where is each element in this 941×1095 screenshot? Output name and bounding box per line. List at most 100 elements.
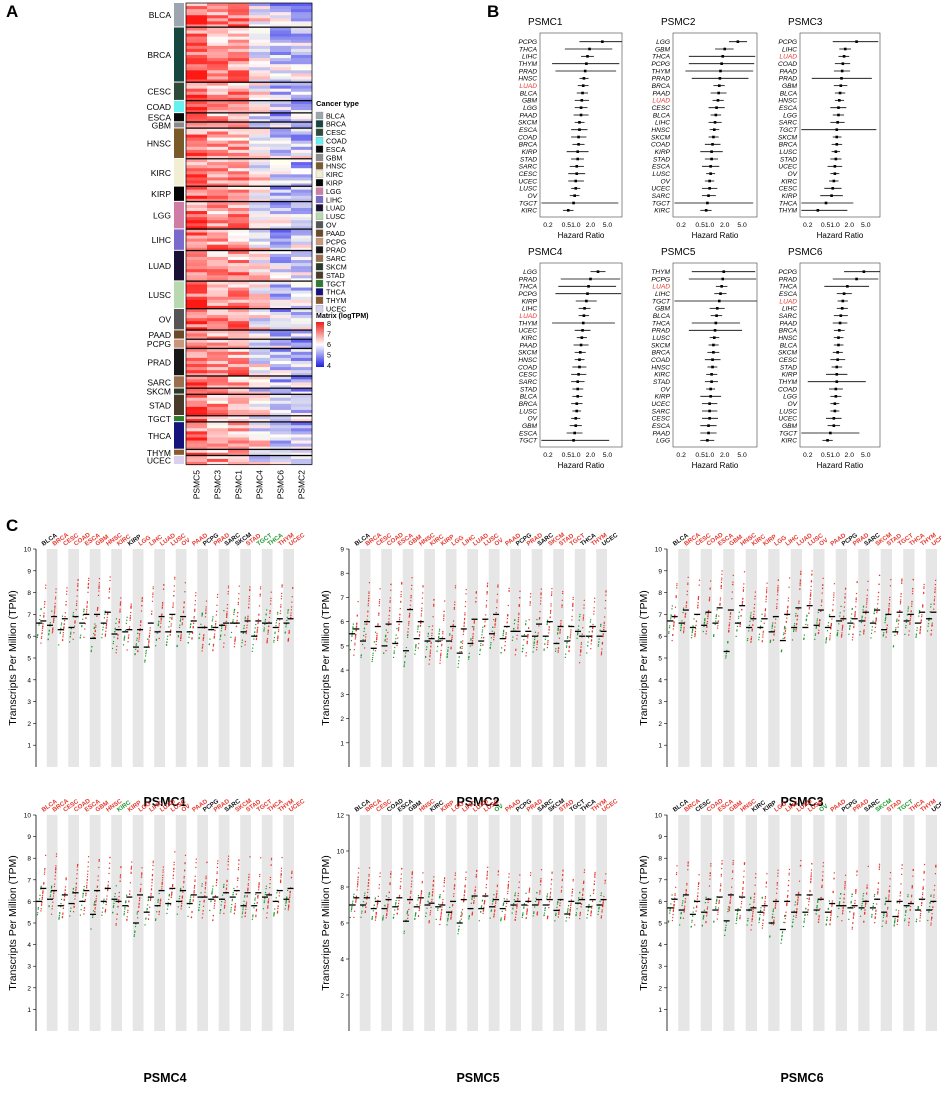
heatmap-cell — [249, 388, 271, 392]
heatmap-cell — [228, 103, 250, 108]
tumor-sample-point — [776, 603, 778, 605]
heatmap-cell — [249, 403, 271, 408]
tumor-sample-point — [810, 580, 813, 582]
forest-row-label: THCA — [519, 284, 538, 291]
legend-entry: UCEC — [326, 305, 346, 314]
heatmap-cell — [291, 229, 313, 233]
tumor-sample-point — [117, 634, 119, 636]
tumor-sample-point — [161, 881, 163, 883]
tumor-sample-point — [482, 636, 485, 639]
tumor-sample-point — [269, 609, 271, 612]
heatmap-cell — [291, 9, 313, 13]
tumor-sample-point — [152, 594, 154, 596]
y-axis-tick-label: 8 — [658, 590, 662, 597]
heatmap-cell — [207, 250, 229, 255]
tumor-sample-point — [244, 640, 247, 643]
forest-x-tick: 5.0 — [737, 452, 747, 459]
normal-sample-point — [414, 653, 416, 655]
heatmap-cell — [228, 116, 250, 120]
tumor-sample-point — [810, 581, 813, 583]
normal-sample-point — [415, 647, 417, 649]
heatmap-cell — [228, 128, 250, 132]
tumor-sample-point — [62, 632, 64, 634]
tumor-sample-point — [497, 585, 499, 587]
tumor-sample-point — [899, 601, 902, 603]
normal-sample-point — [513, 627, 515, 630]
heatmap-cell — [249, 39, 271, 44]
hazard-ratio-point — [832, 424, 836, 427]
normal-sample-point — [211, 625, 213, 627]
tumor-sample-point — [842, 619, 844, 621]
tumor-sample-point — [439, 657, 442, 659]
hazard-ratio-point — [575, 409, 579, 413]
tumor-sample-point — [95, 899, 97, 902]
tumor-sample-point — [684, 613, 687, 616]
tumor-sample-point — [475, 592, 477, 594]
heatmap-cell — [270, 416, 292, 420]
tumor-sample-point — [547, 639, 549, 642]
heatmap-cell — [249, 425, 271, 429]
tumor-sample-point — [172, 606, 174, 608]
tumor-sample-point — [216, 596, 219, 598]
normal-sample-point — [543, 648, 545, 650]
normal-sample-point — [59, 632, 61, 634]
tumor-sample-point — [874, 631, 876, 633]
heatmap-cell — [249, 113, 271, 117]
tumor-sample-point — [507, 604, 509, 607]
heatmap-cell — [291, 367, 313, 371]
normal-sample-point — [265, 613, 267, 615]
tumor-sample-point — [248, 600, 250, 602]
hazard-ratio-point — [574, 424, 578, 427]
heatmap-cell — [291, 33, 313, 37]
normal-sample-point — [493, 618, 495, 621]
heatmap-cell — [291, 315, 313, 319]
heatmap-cell — [249, 214, 271, 218]
normal-sample-point — [50, 891, 52, 893]
normal-sample-point — [803, 637, 805, 639]
heatmap-cell — [249, 422, 271, 426]
heatmap-cell — [249, 79, 271, 83]
heatmap-cell — [186, 33, 208, 37]
tumor-sample-point — [440, 649, 442, 652]
legend-swatch — [315, 128, 324, 136]
tumor-sample-point — [741, 601, 744, 603]
heatmap-cell — [270, 345, 292, 350]
forest-plot-frame — [539, 32, 623, 218]
normal-sample-point — [254, 627, 256, 629]
background-band — [858, 549, 870, 767]
heatmap-cell — [270, 146, 292, 151]
tumor-sample-point — [63, 627, 65, 629]
heatmap-cell — [270, 73, 292, 77]
heatmap-cell — [291, 354, 313, 359]
normal-sample-point — [187, 915, 189, 917]
forest-x-tick: 0.2 — [676, 452, 686, 459]
forest-x-tick: 0.2 — [543, 452, 553, 459]
background-band — [240, 815, 251, 1031]
heatmap-cell — [291, 91, 313, 96]
tumor-sample-point — [267, 905, 269, 907]
normal-sample-point — [72, 888, 74, 890]
heatmap-cell — [186, 58, 208, 62]
tumor-sample-point — [866, 589, 869, 591]
heatmap-cell — [291, 345, 313, 350]
forest-row-label: PRAD — [652, 328, 671, 335]
heatmap-cell — [228, 70, 250, 74]
normal-sample-point — [69, 636, 71, 638]
hazard-ratio-point — [572, 439, 575, 442]
tumor-sample-point — [911, 603, 913, 605]
heatmap-cell — [291, 256, 313, 261]
heatmap-cell — [207, 201, 229, 206]
tumor-sample-point — [518, 605, 520, 607]
tumor-sample-point — [800, 570, 802, 572]
heatmap-cell — [249, 149, 271, 154]
heatmap-cell — [291, 312, 313, 316]
normal-sample-point — [81, 904, 83, 906]
tumor-sample-point — [94, 911, 96, 913]
tumor-sample-point — [223, 907, 226, 909]
tumor-sample-point — [507, 615, 509, 617]
heatmap-cell — [228, 394, 250, 398]
heatmap-cell — [249, 394, 271, 398]
normal-sample-point — [395, 638, 397, 640]
heatmap-cell — [270, 250, 292, 255]
heatmap-cell — [207, 253, 229, 258]
